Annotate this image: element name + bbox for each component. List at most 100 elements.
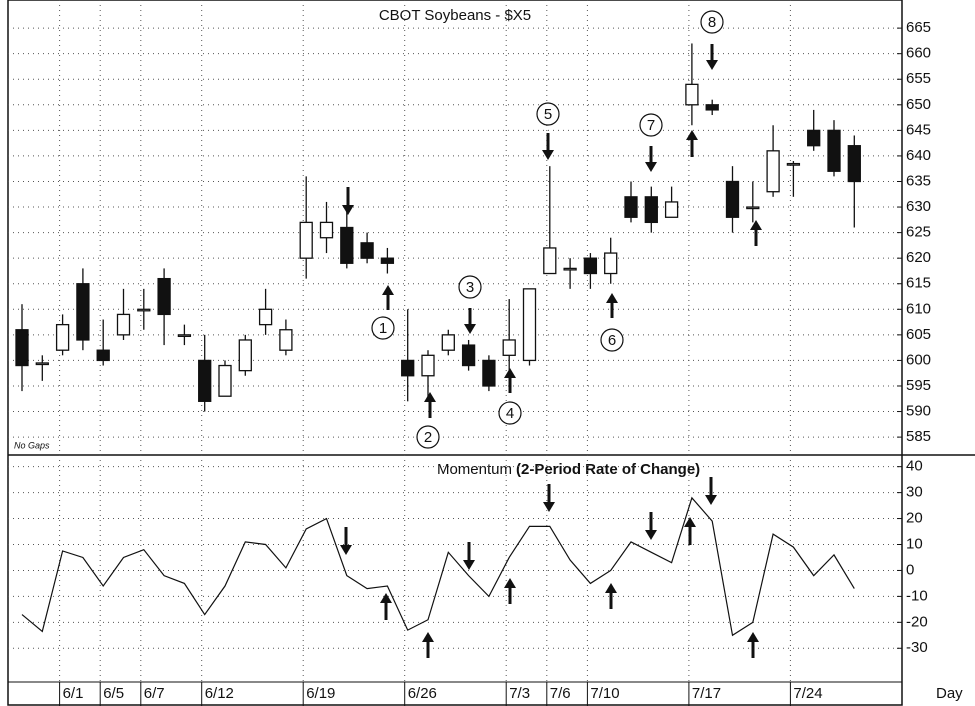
y-tick-label: 625 (906, 224, 931, 241)
x-axis-label: Day (936, 685, 963, 702)
arrow-head (606, 293, 618, 303)
arrow-head (684, 517, 696, 527)
y-tick-label: 585 (906, 428, 931, 445)
arrow-head (686, 130, 698, 140)
candle-body (441, 334, 455, 351)
indicator-subtitle: (2-Period Rate of Change) (516, 461, 700, 478)
candle-body (725, 180, 740, 218)
y-tick-label: 595 (906, 377, 931, 394)
y-tick-label: 620 (906, 249, 931, 266)
candle-body (522, 288, 537, 362)
arrow-head (645, 530, 657, 540)
arrow-head (543, 502, 555, 512)
y-tick-label: 610 (906, 300, 931, 317)
annotation-circle (536, 102, 560, 126)
candle-body (746, 206, 760, 210)
candle-body (786, 162, 801, 166)
annotation-circle (700, 10, 724, 34)
candle-body (766, 150, 780, 193)
x-tick-label: 6/19 (306, 685, 335, 702)
x-tick-label: 7/10 (590, 685, 619, 702)
momentum-line (21, 496, 855, 637)
indicator-title: Momentum (437, 461, 512, 478)
y-tick-label: 30 (906, 484, 923, 501)
arrow-head (380, 593, 392, 603)
candle-body (604, 252, 618, 275)
y-tick-label: 655 (906, 70, 931, 87)
arrow-head (747, 632, 759, 642)
y-tick-label: 0 (906, 561, 914, 578)
candle-body (685, 83, 699, 106)
arrow-head (605, 583, 617, 593)
candle-body (35, 362, 49, 366)
annotation-circle (498, 401, 522, 425)
x-tick-label: 6/5 (103, 685, 124, 702)
candle-body (198, 359, 212, 402)
candle-body (847, 145, 861, 183)
arrow-head (542, 150, 554, 160)
arrow-head (382, 285, 394, 295)
x-tick-label: 7/3 (509, 685, 530, 702)
candle-body (401, 359, 415, 377)
chart-title: CBOT Soybeans - $X5 (379, 7, 531, 24)
arrow-head (504, 578, 516, 588)
y-tick-label: 650 (906, 96, 931, 113)
annotation-label: 3 (466, 279, 474, 296)
arrow-head (750, 220, 762, 230)
candle-body (482, 359, 496, 387)
annotation-label: 2 (424, 429, 432, 446)
candle-body (55, 323, 70, 351)
annotation-label: 6 (608, 332, 616, 349)
arrow-head (645, 162, 657, 172)
candle-body (319, 221, 334, 239)
x-tick-label: 7/6 (550, 685, 571, 702)
candle-body (624, 196, 638, 218)
x-tick-label: 6/7 (144, 685, 165, 702)
candle-body (583, 257, 598, 275)
candle-body (238, 339, 252, 372)
y-tick-label: 665 (906, 19, 931, 36)
x-tick-label: 6/1 (63, 685, 84, 702)
y-tick-label: 660 (906, 45, 931, 62)
x-tick-label: 6/12 (205, 685, 234, 702)
y-tick-label: 615 (906, 275, 931, 292)
x-tick-label: 7/24 (793, 685, 822, 702)
annotation-circle (600, 328, 624, 352)
arrow-head (706, 60, 718, 70)
annotation-label: 4 (506, 405, 514, 422)
annotation-label: 5 (544, 106, 552, 123)
annotation-label: 8 (708, 14, 716, 31)
candle-body (258, 308, 273, 326)
y-tick-label: 630 (906, 198, 931, 215)
y-tick-label: 20 (906, 510, 923, 527)
y-tick-label: 645 (906, 121, 931, 138)
candle-body (116, 313, 131, 336)
candle-body (76, 283, 90, 341)
arrow-head (424, 392, 436, 402)
candle-body (360, 242, 374, 259)
y-tick-label: 600 (906, 351, 931, 368)
annotation-label: 7 (647, 117, 655, 134)
y-tick-label: -10 (906, 587, 928, 604)
candle-body (96, 349, 110, 362)
y-tick-label: 40 (906, 458, 923, 475)
candle-body (664, 201, 679, 218)
candle-body (279, 329, 293, 351)
frame (7, 0, 903, 706)
arrow-head (342, 205, 354, 215)
candle-body (827, 129, 841, 172)
annotation-circle (458, 275, 482, 299)
arrow-head (422, 632, 434, 642)
candle-body (807, 129, 821, 147)
candle-body (502, 339, 516, 356)
arrow-head (504, 368, 516, 378)
y-tick-label: -30 (906, 639, 928, 656)
note: No Gaps (14, 440, 50, 450)
candle-body (157, 277, 171, 316)
y-tick-label: 10 (906, 535, 923, 552)
y-tick-label: 605 (906, 326, 931, 343)
y-tick-label: 590 (906, 403, 931, 420)
annotation-circle (416, 425, 440, 449)
candle-body (15, 329, 29, 367)
